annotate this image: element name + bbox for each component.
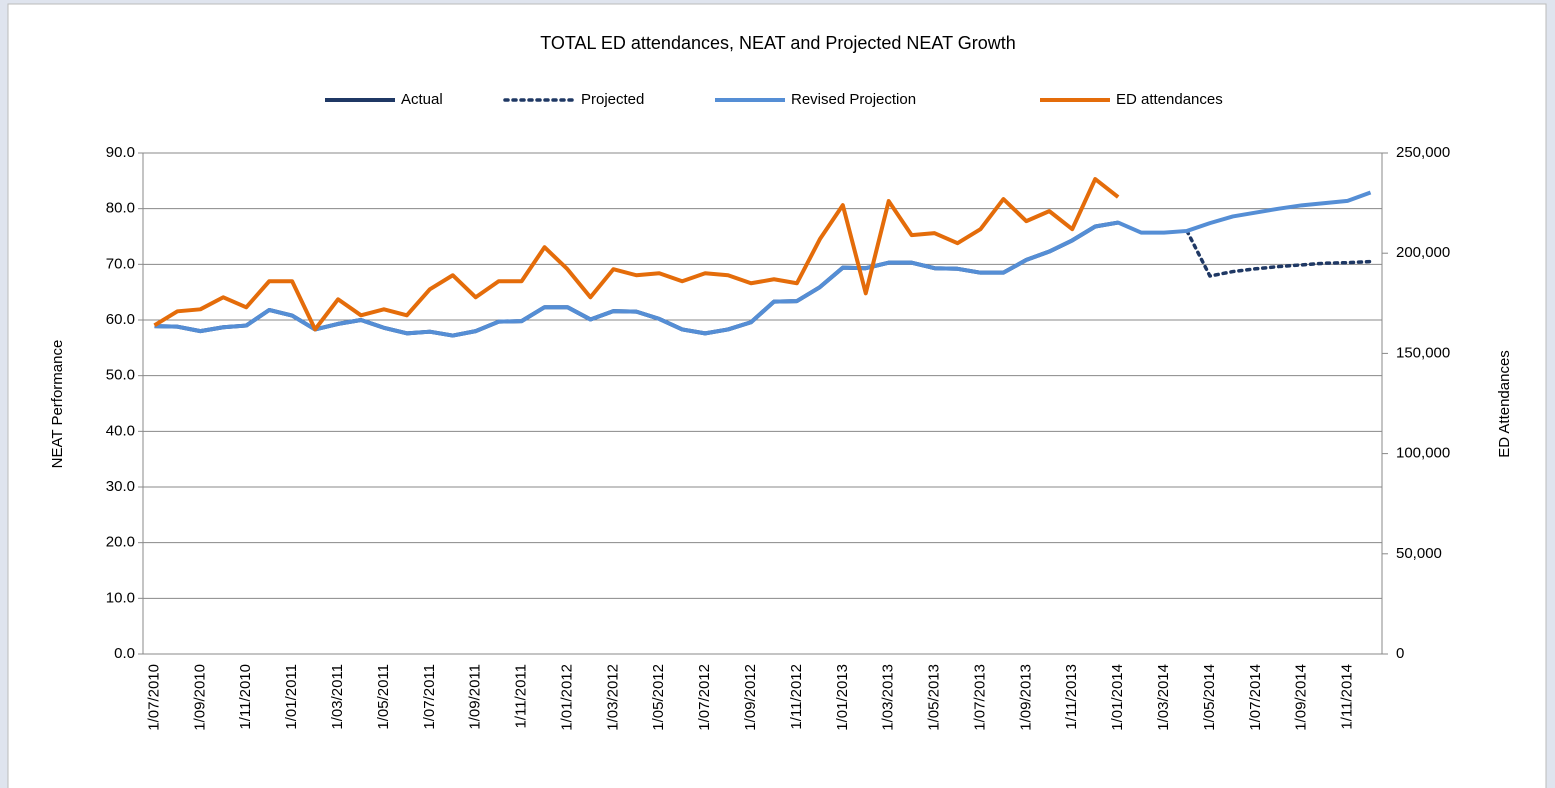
y-tick-label: 10.0 (106, 589, 135, 606)
x-tick-label: 1/03/2011 (329, 664, 346, 730)
y2-tick-label: 150,000 (1396, 344, 1450, 361)
x-tick-label: 1/05/2013 (926, 664, 943, 731)
x-tick-label: 1/05/2012 (650, 664, 667, 731)
x-tick-label: 1/01/2011 (283, 664, 300, 730)
y-tick-label: 40.0 (106, 422, 135, 439)
x-tick-label: 1/11/2012 (788, 664, 805, 730)
y-tick-label: 70.0 (106, 255, 135, 272)
y-tick-label: 0.0 (114, 645, 135, 662)
x-tick-label: 1/09/2014 (1293, 664, 1310, 731)
x-tick-label: 1/07/2014 (1247, 664, 1264, 731)
y2-tick-label: 100,000 (1396, 445, 1450, 462)
x-tick-label: 1/03/2012 (604, 664, 621, 731)
legend-label: Projected (581, 91, 644, 108)
series-line (154, 190, 1372, 338)
y2-axis-title: ED Attendances (1496, 350, 1513, 458)
x-tick-label: 1/09/2013 (1017, 664, 1034, 731)
x-tick-label: 1/03/2013 (880, 664, 897, 731)
y-axis-title: NEAT Performance (49, 340, 66, 469)
x-tick-label: 1/09/2011 (467, 664, 484, 730)
y2-tick-label: 200,000 (1396, 244, 1450, 261)
x-tick-label: 1/07/2011 (421, 664, 438, 730)
y-tick-label: 20.0 (106, 534, 135, 551)
x-tick-label: 1/11/2013 (1063, 664, 1080, 730)
x-tick-label: 1/11/2014 (1339, 664, 1356, 730)
x-tick-label: 1/03/2014 (1155, 664, 1172, 731)
x-tick-label: 1/05/2014 (1201, 664, 1218, 731)
legend-label: Revised Projection (791, 91, 916, 108)
x-tick-label: 1/11/2011 (513, 664, 530, 729)
x-tick-label: 1/01/2012 (558, 664, 575, 731)
y-tick-label: 50.0 (106, 367, 135, 384)
x-tick-label: 1/01/2014 (1109, 664, 1126, 731)
y-tick-label: 30.0 (106, 478, 135, 495)
x-tick-label: 1/09/2010 (191, 664, 208, 731)
series-line (1185, 229, 1373, 278)
x-tick-label: 1/11/2010 (237, 664, 254, 730)
x-tick-label: 1/05/2011 (375, 664, 392, 730)
y2-tick-label: 0 (1396, 645, 1404, 662)
chart-frame (7, 3, 1547, 788)
y-tick-label: 80.0 (106, 200, 135, 217)
x-tick-label: 1/07/2012 (696, 664, 713, 731)
series-line (153, 177, 1120, 332)
x-tick-label: 1/09/2012 (742, 664, 759, 731)
x-tick-label: 1/07/2013 (971, 664, 988, 731)
y2-tick-label: 250,000 (1396, 144, 1450, 161)
legend-label: ED attendances (1116, 91, 1223, 108)
x-tick-label: 1/01/2013 (834, 664, 851, 731)
y2-tick-label: 50,000 (1396, 545, 1442, 562)
legend-label: Actual (401, 91, 443, 108)
y-tick-label: 90.0 (106, 144, 135, 161)
x-tick-label: 1/07/2010 (145, 664, 162, 731)
chart-title: TOTAL ED attendances, NEAT and Projected… (540, 33, 1016, 53)
y-tick-label: 60.0 (106, 311, 135, 328)
